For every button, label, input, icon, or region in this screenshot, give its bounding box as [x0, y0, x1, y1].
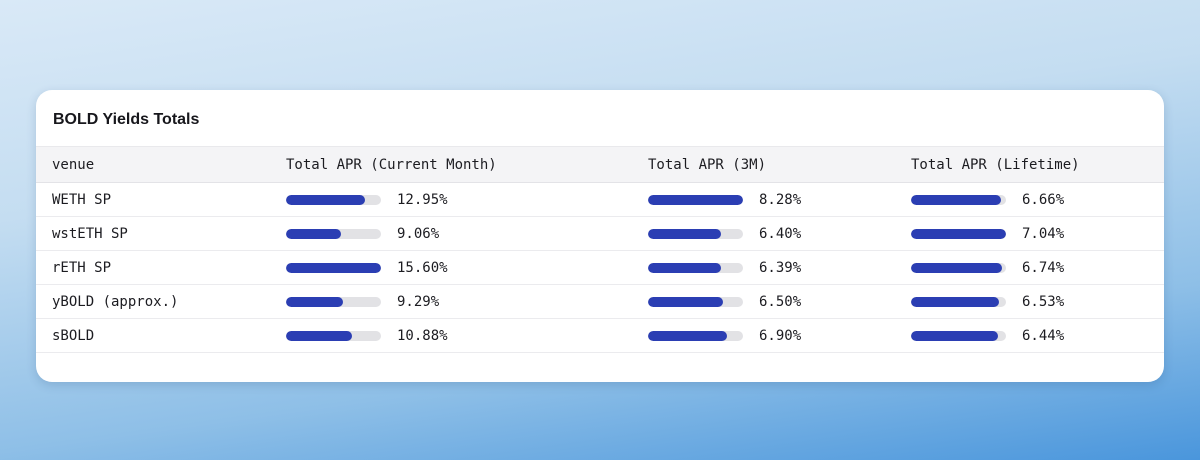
apr-value: 6.53% — [1022, 293, 1065, 310]
apr-value: 6.74% — [1022, 259, 1065, 276]
apr-value: 12.95% — [397, 191, 448, 208]
apr-value: 6.44% — [1022, 327, 1065, 344]
apr-bar-fill — [648, 262, 722, 273]
apr-value: 8.28% — [759, 191, 802, 208]
apr-bar-fill — [648, 194, 743, 205]
venue-cell: WETH SP — [52, 191, 112, 208]
apr-value: 10.88% — [397, 327, 448, 344]
apr-lifetime-cell: 6.44% — [911, 328, 1164, 344]
apr-current-month-cell: 9.29% — [286, 294, 648, 310]
venue-cell: rETH SP — [52, 259, 112, 276]
apr-bar-track — [911, 296, 1006, 307]
apr-bar-track — [286, 228, 381, 239]
apr-bar-fill — [911, 296, 1000, 307]
apr-bar-fill — [648, 330, 728, 341]
venue-cell: wstETH SP — [52, 225, 128, 242]
apr-value: 7.04% — [1022, 225, 1065, 242]
apr-bar-fill — [286, 262, 381, 273]
apr-current-month-cell: 10.88% — [286, 328, 648, 344]
column-header-apr-lifetime: Total APR (Lifetime) — [911, 156, 1080, 173]
column-header-apr-current-month: Total APR (Current Month) — [286, 156, 497, 173]
apr-bar-track — [911, 228, 1006, 239]
apr-lifetime-cell: 6.53% — [911, 294, 1164, 310]
apr-bar-track — [648, 228, 743, 239]
apr-bar-fill — [911, 194, 1001, 205]
table-body: WETH SP 12.95% 8.28% 6.66% wstETH SP 9 — [36, 183, 1164, 353]
table-header-row: venue Total APR (Current Month) Total AP… — [36, 146, 1164, 183]
apr-bar-fill — [286, 194, 365, 205]
apr-value: 9.29% — [397, 293, 440, 310]
apr-bar-fill — [911, 330, 998, 341]
yields-table: venue Total APR (Current Month) Total AP… — [36, 146, 1164, 353]
apr-bar-fill — [911, 228, 1006, 239]
apr-value: 15.60% — [397, 259, 448, 276]
apr-current-month-cell: 15.60% — [286, 260, 648, 276]
apr-bar-track — [911, 330, 1006, 341]
table-row: sBOLD 10.88% 6.90% 6.44% — [36, 319, 1164, 353]
apr-bar-fill — [648, 296, 723, 307]
table-row: WETH SP 12.95% 8.28% 6.66% — [36, 183, 1164, 217]
apr-bar-track — [286, 194, 381, 205]
apr-bar-track — [286, 262, 381, 273]
apr-bar-fill — [286, 228, 342, 239]
apr-value: 6.50% — [759, 293, 802, 310]
apr-value: 6.39% — [759, 259, 802, 276]
apr-value: 9.06% — [397, 225, 440, 242]
apr-lifetime-cell: 6.74% — [911, 260, 1164, 276]
table-row: yBOLD (approx.) 9.29% 6.50% 6.53% — [36, 285, 1164, 319]
apr-bar-track — [648, 262, 743, 273]
apr-bar-track — [286, 296, 381, 307]
apr-value: 6.40% — [759, 225, 802, 242]
apr-bar-fill — [286, 330, 353, 341]
apr-bar-fill — [648, 228, 722, 239]
column-header-apr-3m: Total APR (3M) — [648, 156, 767, 173]
apr-3m-cell: 6.90% — [648, 328, 911, 344]
apr-bar-fill — [911, 262, 1002, 273]
bold-yields-card: BOLD Yields Totals venue Total APR (Curr… — [36, 90, 1164, 382]
apr-bar-track — [648, 194, 743, 205]
apr-3m-cell: 6.40% — [648, 226, 911, 242]
apr-bar-track — [648, 296, 743, 307]
apr-3m-cell: 8.28% — [648, 192, 911, 208]
apr-bar-fill — [286, 296, 343, 307]
apr-bar-track — [286, 330, 381, 341]
apr-3m-cell: 6.50% — [648, 294, 911, 310]
apr-current-month-cell: 9.06% — [286, 226, 648, 242]
table-row: wstETH SP 9.06% 6.40% 7.04% — [36, 217, 1164, 251]
apr-3m-cell: 6.39% — [648, 260, 911, 276]
apr-bar-track — [911, 194, 1006, 205]
apr-lifetime-cell: 6.66% — [911, 192, 1164, 208]
apr-value: 6.90% — [759, 327, 802, 344]
apr-value: 6.66% — [1022, 191, 1065, 208]
apr-lifetime-cell: 7.04% — [911, 226, 1164, 242]
column-header-venue: venue — [52, 156, 95, 173]
apr-bar-track — [648, 330, 743, 341]
table-row: rETH SP 15.60% 6.39% 6.74% — [36, 251, 1164, 285]
apr-current-month-cell: 12.95% — [286, 192, 648, 208]
venue-cell: yBOLD (approx.) — [52, 293, 179, 310]
venue-cell: sBOLD — [52, 327, 95, 344]
apr-bar-track — [911, 262, 1006, 273]
card-title: BOLD Yields Totals — [53, 111, 200, 128]
